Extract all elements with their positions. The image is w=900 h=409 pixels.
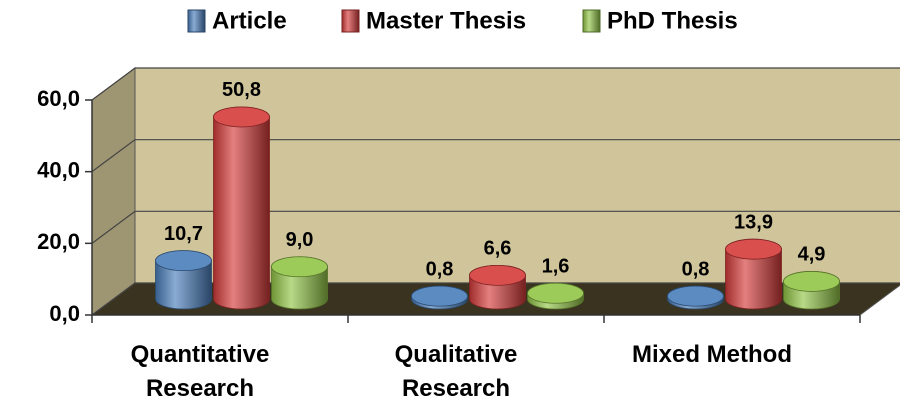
x-tick-label: Qualitative Research: [394, 341, 518, 402]
cylinder-top: [527, 282, 584, 304]
value-label: 0,8: [682, 258, 710, 280]
grid-line: [91, 67, 900, 101]
value-label: 10,7: [164, 223, 203, 245]
value-label: 13,9: [734, 211, 773, 233]
value-label: 0,8: [426, 258, 454, 280]
x-tick-label: Quantitative Research: [130, 341, 270, 402]
cylinder-top: [725, 238, 782, 260]
grid-line: [91, 210, 900, 244]
grid-line: [91, 139, 900, 173]
x-tick-label: Mixed Method: [632, 341, 792, 368]
cylinder: [213, 106, 270, 310]
legend-swatch: [341, 9, 360, 33]
legend-swatch: [187, 9, 206, 33]
grid-line: [91, 282, 900, 316]
legend-label: Master Thesis: [366, 7, 526, 34]
side-wall: [91, 67, 136, 316]
value-label: 50,8: [222, 79, 261, 101]
legend-label: PhD Thesis: [607, 7, 738, 34]
cylinder-top: [271, 256, 328, 278]
cylinder-top: [213, 106, 270, 128]
y-tick-label: 20,0: [37, 229, 80, 254]
value-label: 1,6: [542, 256, 570, 278]
cylinder-top: [411, 285, 468, 307]
legend-label: Article: [212, 7, 287, 34]
y-tick-label: 0,0: [49, 301, 80, 326]
cylinder-top: [469, 264, 526, 286]
value-label: 6,6: [484, 238, 512, 260]
y-tick-label: 40,0: [37, 157, 80, 182]
value-label: 4,9: [798, 244, 826, 266]
cylinder-top: [783, 271, 840, 292]
legend-swatch: [582, 9, 601, 33]
y-tick-label: 60,0: [37, 86, 80, 111]
value-label: 9,0: [286, 229, 314, 251]
cylinder-top: [667, 285, 724, 307]
cylinder-top: [155, 250, 212, 272]
